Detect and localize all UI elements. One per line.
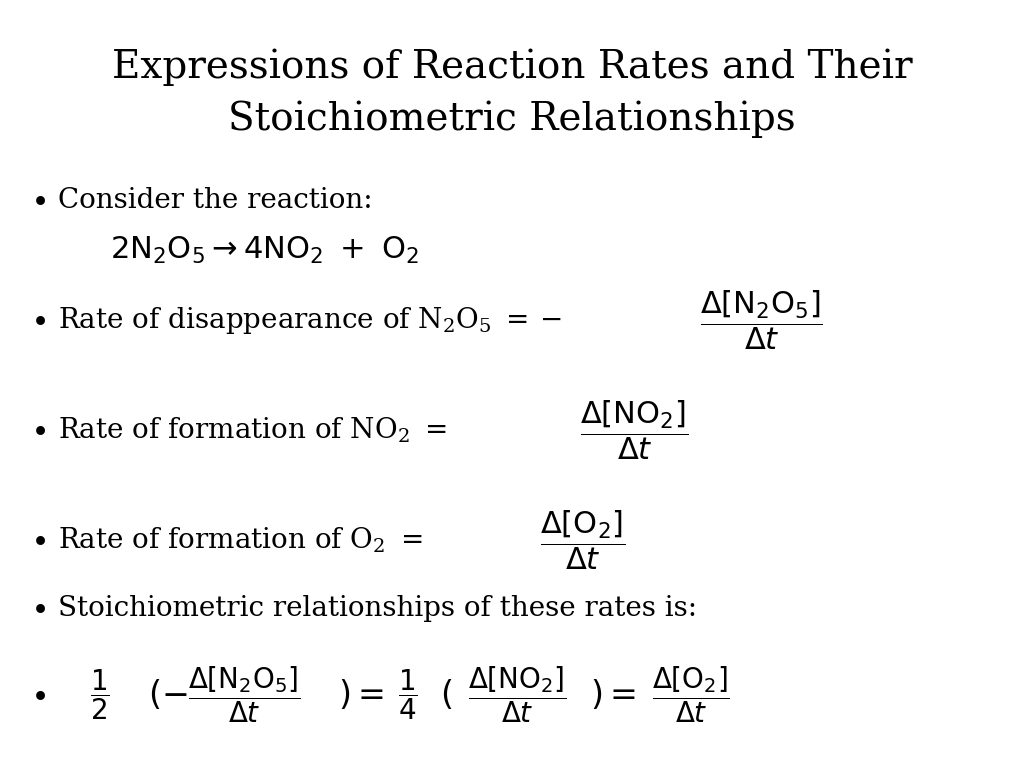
Text: $\bullet$: $\bullet$ xyxy=(30,594,46,623)
Text: $\bullet$: $\bullet$ xyxy=(30,415,46,445)
Text: $\dfrac{\Delta[\mathrm{O_2}]}{\Delta t}$: $\dfrac{\Delta[\mathrm{O_2}]}{\Delta t}$ xyxy=(652,665,730,725)
Text: Stoichiometric relationships of these rates is:: Stoichiometric relationships of these ra… xyxy=(58,594,697,621)
Text: Rate of disappearance of $\mathregular{N_2O_5}$ $= -$: Rate of disappearance of $\mathregular{N… xyxy=(58,304,562,336)
Text: $\bullet$: $\bullet$ xyxy=(30,525,46,554)
Text: $\dfrac{\Delta[\mathrm{NO_2}]}{\Delta t}$: $\dfrac{\Delta[\mathrm{NO_2}]}{\Delta t}… xyxy=(468,665,566,725)
Text: Stoichiometric Relationships: Stoichiometric Relationships xyxy=(228,100,796,137)
Text: $\bullet$: $\bullet$ xyxy=(30,306,46,335)
Text: $\dfrac{1}{2}$: $\dfrac{1}{2}$ xyxy=(90,667,110,723)
Text: $(-$: $(-$ xyxy=(148,678,187,712)
Text: $\mathregular{2N_2O_5 \rightarrow 4NO_2 \ + \ O_2}$: $\mathregular{2N_2O_5 \rightarrow 4NO_2 … xyxy=(110,234,419,266)
Text: $\dfrac{\Delta[\mathrm{N_2O_5}]}{\Delta t}$: $\dfrac{\Delta[\mathrm{N_2O_5}]}{\Delta … xyxy=(700,288,823,352)
Text: $\dfrac{\Delta[\mathrm{O_2}]}{\Delta t}$: $\dfrac{\Delta[\mathrm{O_2}]}{\Delta t}$ xyxy=(540,508,626,572)
Text: $\dfrac{\Delta[\mathrm{NO_2}]}{\Delta t}$: $\dfrac{\Delta[\mathrm{NO_2}]}{\Delta t}… xyxy=(580,398,688,462)
Text: $\bullet$: $\bullet$ xyxy=(30,186,46,214)
Text: $($: $($ xyxy=(440,678,453,712)
Text: Rate of formation of $\mathregular{O_2}$ $=$: Rate of formation of $\mathregular{O_2}$… xyxy=(58,525,423,554)
Text: $) =$: $) =$ xyxy=(338,678,384,712)
Text: Consider the reaction:: Consider the reaction: xyxy=(58,187,373,214)
Text: $\bullet$: $\bullet$ xyxy=(30,680,46,710)
Text: $) =$: $) =$ xyxy=(590,678,636,712)
Text: $\dfrac{1}{4}$: $\dfrac{1}{4}$ xyxy=(398,667,418,723)
Text: Rate of formation of $\mathregular{NO_2}$ $=$: Rate of formation of $\mathregular{NO_2}… xyxy=(58,415,446,445)
Text: $\dfrac{\Delta[\mathrm{N_2O_5}]}{\Delta t}$: $\dfrac{\Delta[\mathrm{N_2O_5}]}{\Delta … xyxy=(188,665,300,725)
Text: Expressions of Reaction Rates and Their: Expressions of Reaction Rates and Their xyxy=(112,48,912,85)
